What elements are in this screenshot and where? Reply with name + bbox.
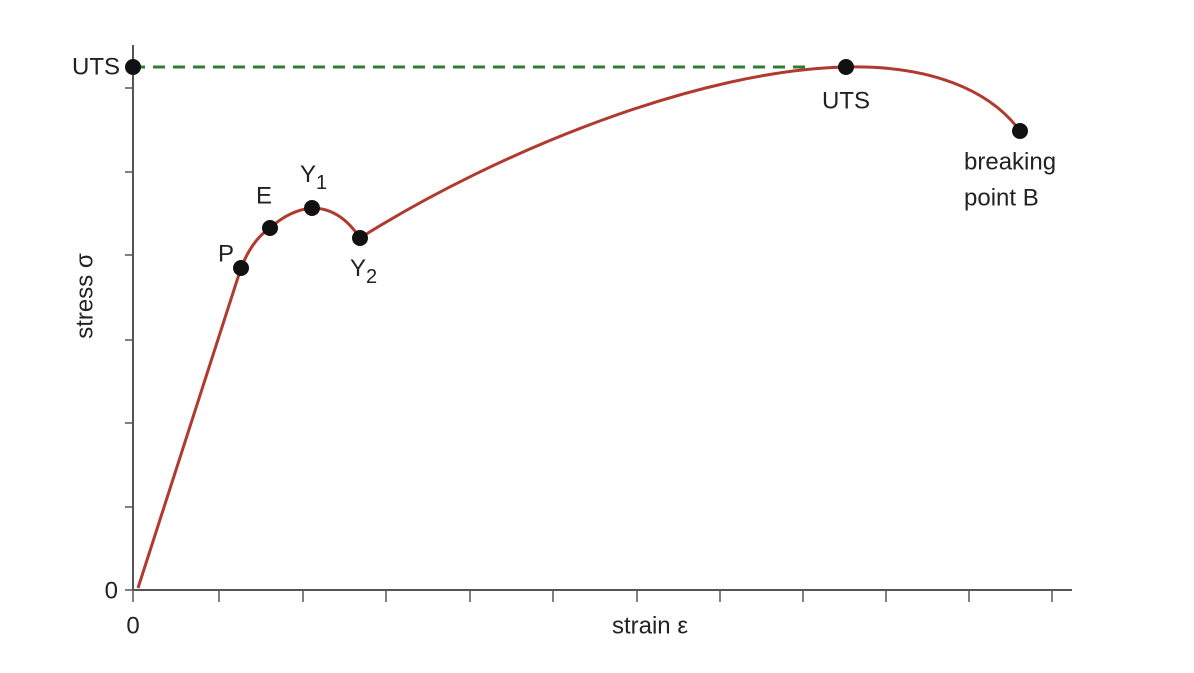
points	[125, 59, 1028, 276]
label-e: E	[256, 182, 272, 209]
stress-strain-curve	[136, 65, 1022, 589]
label-y1: Y1	[300, 161, 327, 194]
label-y2: Y2	[350, 255, 377, 288]
point-e	[262, 220, 278, 236]
x-origin-label: 0	[126, 612, 139, 639]
point-p	[233, 260, 249, 276]
y-top-label: UTS	[72, 53, 120, 80]
label-subscript: 1	[316, 172, 327, 194]
y-axis-label: stress σ	[71, 253, 98, 339]
label-subscript: 2	[366, 266, 377, 288]
label-letter: Y	[350, 255, 366, 282]
label-letter: Y	[300, 161, 316, 188]
point-y2	[352, 230, 368, 246]
y-origin-label: 0	[105, 577, 118, 604]
uts-axis-point	[125, 59, 141, 75]
label-p: P	[218, 240, 234, 267]
label-b-line1: breaking	[964, 148, 1056, 175]
x-axis-label: strain ε	[612, 612, 688, 639]
label-b-line2: point B	[964, 184, 1039, 211]
label-uts: UTS	[822, 87, 870, 114]
point-y1	[304, 200, 320, 216]
x-ticks	[132, 590, 1053, 602]
y-ticks	[125, 87, 133, 591]
point-b	[1012, 123, 1028, 139]
point-uts	[838, 59, 854, 75]
